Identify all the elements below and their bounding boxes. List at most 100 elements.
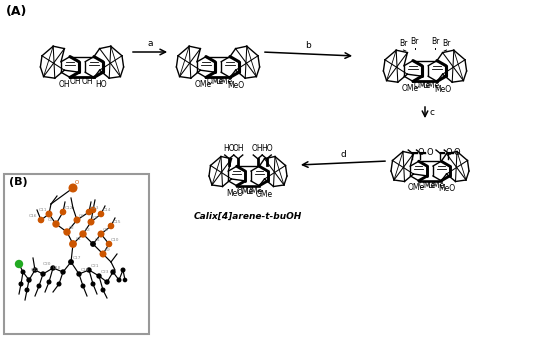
Text: O: O [75, 180, 79, 185]
Text: C1: C1 [76, 237, 82, 241]
Circle shape [57, 282, 61, 286]
Text: O: O [426, 148, 433, 157]
Text: (A): (A) [6, 5, 28, 18]
Text: C4: C4 [95, 238, 101, 242]
Circle shape [80, 231, 86, 237]
Text: C22: C22 [31, 268, 39, 272]
Circle shape [25, 288, 29, 292]
Text: OMe: OMe [206, 77, 223, 86]
Text: OH: OH [82, 77, 93, 86]
Circle shape [117, 278, 121, 282]
Circle shape [91, 242, 95, 246]
Text: C3: C3 [85, 228, 91, 232]
Text: HO: HO [95, 80, 107, 89]
Text: C17: C17 [73, 256, 81, 260]
Text: C7: C7 [93, 216, 99, 220]
Text: OMe: OMe [256, 190, 273, 199]
Circle shape [111, 270, 115, 274]
Circle shape [37, 284, 41, 288]
Text: OMe: OMe [413, 81, 430, 91]
Circle shape [98, 212, 103, 217]
Text: c: c [430, 108, 435, 117]
Text: OMe: OMe [408, 183, 425, 192]
Circle shape [70, 241, 76, 247]
Circle shape [17, 262, 21, 266]
Circle shape [123, 278, 127, 282]
Circle shape [86, 210, 92, 215]
Circle shape [106, 241, 112, 246]
Text: C2: C2 [69, 226, 75, 230]
Circle shape [64, 229, 70, 235]
Circle shape [69, 260, 73, 264]
Circle shape [90, 207, 96, 213]
Text: MeO: MeO [227, 81, 244, 89]
Text: C10: C10 [111, 238, 119, 242]
Text: OMe: OMe [195, 80, 212, 89]
Text: HO: HO [223, 144, 235, 153]
Text: O: O [446, 148, 452, 157]
Text: (B): (B) [9, 177, 28, 187]
Text: C13: C13 [91, 206, 100, 210]
Text: d: d [340, 150, 346, 159]
Text: O: O [418, 148, 425, 157]
Circle shape [47, 280, 51, 284]
Text: a: a [147, 39, 153, 48]
Text: OH: OH [70, 77, 81, 86]
Text: OMe: OMe [246, 186, 263, 196]
Text: MeO: MeO [226, 190, 243, 199]
Text: C20: C20 [43, 262, 51, 266]
Text: C5: C5 [48, 218, 54, 222]
Text: C18: C18 [53, 266, 61, 270]
Text: OMe: OMe [427, 181, 445, 190]
Circle shape [98, 231, 104, 237]
Text: Br: Br [410, 37, 419, 46]
Text: OH: OH [59, 80, 70, 89]
Text: OMe: OMe [237, 186, 254, 196]
Text: C14: C14 [103, 208, 112, 212]
Circle shape [77, 272, 81, 276]
Text: MeO: MeO [438, 184, 455, 193]
Text: Br: Br [442, 39, 451, 48]
Text: Br: Br [399, 39, 408, 48]
Text: C21: C21 [91, 264, 100, 268]
Circle shape [27, 278, 31, 282]
Circle shape [46, 211, 52, 217]
Circle shape [33, 268, 37, 272]
Text: OMe: OMe [402, 84, 419, 93]
Circle shape [41, 272, 45, 276]
Text: b: b [306, 41, 311, 50]
Circle shape [21, 270, 25, 274]
Circle shape [51, 266, 55, 270]
Circle shape [108, 223, 113, 228]
Bar [4, 174, 149, 334]
Text: C15: C15 [113, 220, 122, 224]
Text: C11: C11 [39, 208, 48, 212]
Text: C9: C9 [105, 248, 111, 252]
Text: Br: Br [431, 37, 440, 46]
Text: C6: C6 [79, 214, 85, 218]
Circle shape [88, 219, 94, 225]
Text: C23: C23 [101, 270, 109, 274]
Circle shape [69, 184, 77, 192]
Circle shape [87, 268, 91, 272]
Circle shape [74, 217, 80, 223]
Text: C8: C8 [103, 228, 109, 232]
Circle shape [15, 260, 23, 267]
Circle shape [105, 280, 109, 284]
Text: OMe: OMe [216, 77, 233, 86]
Text: HO: HO [261, 144, 273, 153]
Circle shape [53, 221, 59, 227]
Circle shape [121, 268, 125, 272]
Circle shape [100, 251, 106, 257]
Text: OMe: OMe [423, 81, 440, 91]
Circle shape [38, 217, 44, 223]
Text: OH: OH [252, 144, 264, 153]
Text: Calix[4]arene-t-buOH: Calix[4]arene-t-buOH [194, 212, 302, 221]
Text: O: O [454, 148, 461, 157]
Circle shape [97, 274, 101, 278]
Text: OMe: OMe [419, 181, 436, 190]
Circle shape [60, 210, 66, 215]
Circle shape [19, 282, 23, 286]
Text: C12: C12 [65, 206, 74, 210]
Text: OH: OH [232, 144, 244, 153]
